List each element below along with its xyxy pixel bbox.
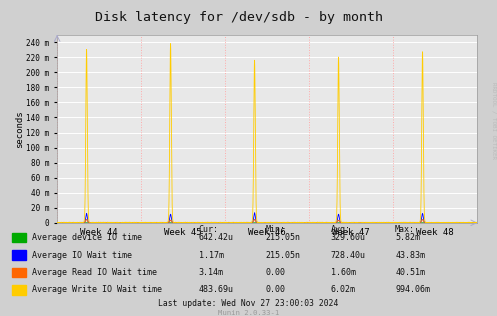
Text: 642.42u: 642.42u: [199, 233, 234, 242]
Text: Disk latency for /dev/sdb - by month: Disk latency for /dev/sdb - by month: [94, 11, 383, 24]
Text: Average Read IO Wait time: Average Read IO Wait time: [32, 268, 158, 277]
Text: Avg:: Avg:: [331, 225, 350, 234]
Text: 483.69u: 483.69u: [199, 285, 234, 294]
Text: 0.00: 0.00: [266, 268, 286, 277]
Text: Min:: Min:: [266, 225, 286, 234]
Text: 6.02m: 6.02m: [331, 285, 355, 294]
Text: 215.05n: 215.05n: [266, 233, 301, 242]
Text: 40.51m: 40.51m: [395, 268, 425, 277]
Text: 994.06m: 994.06m: [395, 285, 430, 294]
Text: 3.14m: 3.14m: [199, 268, 224, 277]
Text: Max:: Max:: [395, 225, 415, 234]
Text: Average Write IO Wait time: Average Write IO Wait time: [32, 285, 163, 294]
Text: RRDTOOL / TOBI OETIKER: RRDTOOL / TOBI OETIKER: [491, 82, 496, 159]
Text: Average IO Wait time: Average IO Wait time: [32, 251, 132, 259]
Text: 728.40u: 728.40u: [331, 251, 365, 259]
Text: 43.83m: 43.83m: [395, 251, 425, 259]
Text: 215.05n: 215.05n: [266, 251, 301, 259]
Text: 1.60m: 1.60m: [331, 268, 355, 277]
Text: Munin 2.0.33-1: Munin 2.0.33-1: [218, 310, 279, 316]
Text: 0.00: 0.00: [266, 285, 286, 294]
Text: Last update: Wed Nov 27 23:00:03 2024: Last update: Wed Nov 27 23:00:03 2024: [159, 300, 338, 308]
Text: 5.82m: 5.82m: [395, 233, 420, 242]
Text: 329.60u: 329.60u: [331, 233, 365, 242]
Text: Cur:: Cur:: [199, 225, 219, 234]
Text: Average device IO time: Average device IO time: [32, 233, 142, 242]
Y-axis label: seconds: seconds: [14, 110, 24, 148]
Text: 1.17m: 1.17m: [199, 251, 224, 259]
